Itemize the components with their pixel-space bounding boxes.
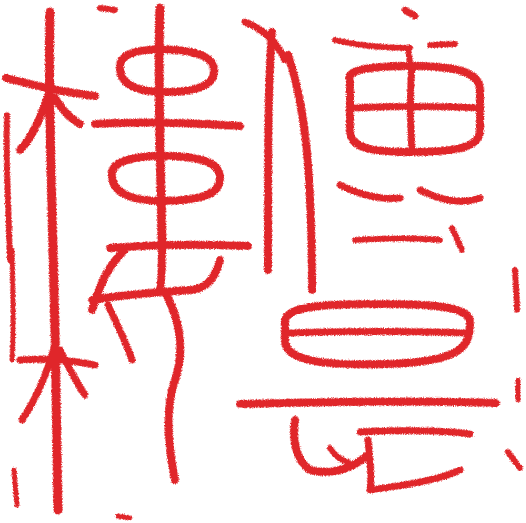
seal-stroke xyxy=(236,397,500,408)
seal-stroke xyxy=(327,445,351,465)
seal-stroke xyxy=(348,103,482,112)
seal-stroke xyxy=(401,6,419,20)
seal-stroke xyxy=(116,45,218,96)
seal-stroke xyxy=(405,45,413,65)
seal-stroke xyxy=(290,416,372,476)
seal-stroke xyxy=(56,346,89,399)
seal-stroke xyxy=(104,301,136,364)
seal-stroke xyxy=(106,240,252,252)
seal-stroke xyxy=(44,7,63,515)
seal-stroke xyxy=(352,235,443,243)
seal-stroke xyxy=(88,256,224,304)
seal-stroke xyxy=(416,186,484,205)
seal-stroke xyxy=(3,112,13,263)
seal-stroke xyxy=(345,62,484,156)
seal-character-left xyxy=(2,3,252,521)
seal-stroke xyxy=(115,513,133,521)
seal-stroke xyxy=(16,355,99,369)
seal-stroke xyxy=(108,151,224,205)
seal-stroke xyxy=(449,225,465,253)
seal-stroke xyxy=(512,267,520,313)
seal-stroke xyxy=(364,436,464,494)
seal-stroke xyxy=(281,300,474,369)
seal-stroke xyxy=(2,74,99,100)
seal-stroke xyxy=(505,449,523,471)
seal-stroke xyxy=(51,94,84,128)
seal-stroke xyxy=(97,5,118,13)
seal-stroke xyxy=(427,41,458,48)
seal-stroke xyxy=(91,118,244,130)
seal-stroke xyxy=(11,467,20,508)
seal-stroke xyxy=(286,328,470,337)
seal-stroke xyxy=(407,62,416,154)
seal-stroke xyxy=(9,247,16,363)
seal-stroke xyxy=(356,427,474,438)
seal-stroke xyxy=(18,341,59,424)
seal-stroke xyxy=(16,92,52,154)
seal-stroke xyxy=(241,18,289,64)
seal-stroke xyxy=(161,288,185,484)
seal-character-right xyxy=(236,6,523,494)
seal-stroke xyxy=(264,28,276,274)
seal-stroke xyxy=(156,241,166,296)
seal-stroke xyxy=(284,51,316,294)
seal-stroke xyxy=(336,181,404,202)
seal-stroke xyxy=(332,37,413,51)
seal-stroke xyxy=(154,3,167,245)
